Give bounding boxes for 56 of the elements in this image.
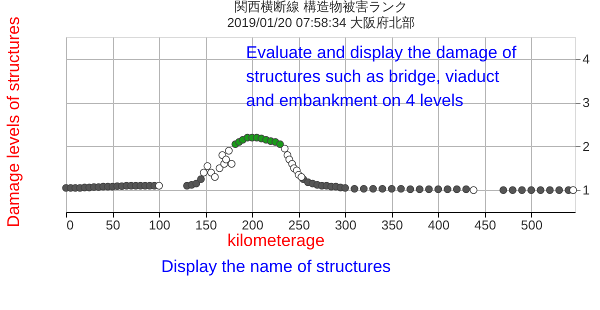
point xyxy=(470,186,478,194)
x-tick-label: 100 xyxy=(148,218,170,232)
point xyxy=(280,144,289,152)
point xyxy=(452,185,461,194)
point xyxy=(204,162,212,170)
point xyxy=(508,186,517,194)
point xyxy=(388,184,396,193)
point xyxy=(406,185,414,194)
point xyxy=(276,140,284,148)
point xyxy=(341,184,350,192)
y-tick-label: 2 xyxy=(582,138,590,154)
point xyxy=(378,184,386,193)
point xyxy=(155,182,163,190)
x-tick-label: 450 xyxy=(474,218,496,232)
x-tick-label: 250 xyxy=(288,218,310,232)
point xyxy=(416,185,424,194)
point xyxy=(499,186,508,194)
y-axis-title: Damage levels of structures xyxy=(4,16,23,228)
point xyxy=(527,186,536,194)
point xyxy=(569,186,578,194)
y-tick-label: 1 xyxy=(582,182,590,198)
x-tick-label: 300 xyxy=(334,218,357,232)
point xyxy=(518,186,526,194)
x-tick-label: 400 xyxy=(428,218,450,232)
point xyxy=(192,180,200,188)
point xyxy=(546,186,554,194)
annotation: Evaluate and display the damage of structures such as bridge, viaduct and embankment on 4 levels xyxy=(246,43,517,110)
point xyxy=(536,186,544,194)
point xyxy=(224,146,233,155)
point xyxy=(360,184,368,193)
point xyxy=(211,173,219,181)
point xyxy=(298,173,306,181)
point xyxy=(397,184,405,193)
x-tick-label: 500 xyxy=(520,218,543,232)
point xyxy=(197,175,205,184)
x-axis-title: kilometerage xyxy=(227,231,325,250)
x-tick-label: 0 xyxy=(66,218,74,232)
y-tick-label: 4 xyxy=(582,51,590,66)
point xyxy=(462,185,470,194)
x-tick-label: 200 xyxy=(242,218,264,232)
point xyxy=(228,160,236,168)
x-tick-label: 150 xyxy=(195,218,217,232)
text: Display the name of structures xyxy=(161,257,391,276)
point xyxy=(369,184,377,193)
point xyxy=(200,168,208,176)
point xyxy=(434,185,442,194)
point xyxy=(555,186,564,194)
point xyxy=(425,185,433,194)
chart-subtitle: 2019/01/20 07:58:34 大阪府北部 xyxy=(227,15,415,30)
x-tick-label: 350 xyxy=(381,218,404,232)
point xyxy=(222,156,230,164)
chart-title: 関西横断線 構造物被害ランク xyxy=(234,0,408,14)
point xyxy=(350,184,358,193)
point xyxy=(444,185,452,194)
y-tick-label: 3 xyxy=(582,95,590,110)
x-tick-label: 50 xyxy=(106,218,120,232)
